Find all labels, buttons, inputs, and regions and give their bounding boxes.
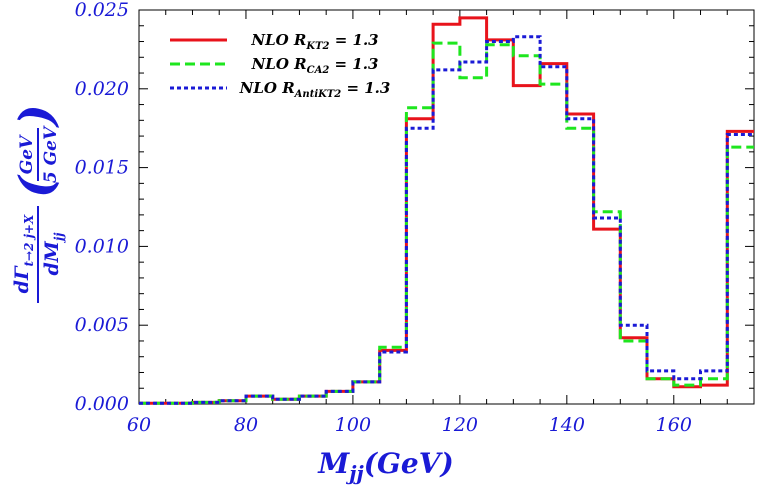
y-axis: 0.000 0.005 0.010 0.015 0.020 0.025 [75, 0, 754, 415]
y-tick-label: 0.020 [75, 78, 129, 100]
series-line-kt2 [139, 16, 754, 405]
y-title-paren-right: ) [9, 104, 63, 128]
x-tick-label: 60 [127, 414, 151, 436]
x-axis-title: Mjj(GeV) [317, 447, 453, 485]
x-axis: 60 80 100 120 140 160 [127, 10, 755, 436]
legend-label: NLO RAntiKT2 = 1.3 [239, 79, 391, 100]
series-line-ca2 [139, 41, 754, 405]
x-tick-label: 120 [442, 414, 478, 436]
svg-text:dΓt→2 j+X: dΓt→2 j+X [11, 214, 36, 293]
legend-label: NLO RKT2 = 1.3 [250, 31, 378, 52]
legend-label: NLO RCA2 = 1.3 [251, 55, 379, 76]
plot-frame [138, 9, 755, 405]
x-tick-label: 100 [335, 414, 371, 436]
y-title-paren-left: ( [9, 174, 63, 198]
y-tick-label: 0.025 [75, 0, 129, 21]
y-tick-label: 0.015 [75, 157, 129, 179]
x-tick-label: 140 [549, 414, 585, 436]
series-layer [139, 16, 754, 405]
svg-text:5 GeV: 5 GeV [41, 125, 61, 183]
svg-text:dMjj: dMjj [41, 232, 66, 276]
x-tick-label: 160 [656, 414, 692, 436]
y-axis-title: dΓt→2 j+X dMjj ( GeV 5 GeV ) [9, 104, 66, 303]
svg-text:GeV: GeV [17, 134, 37, 174]
series-line-antikt2 [139, 35, 754, 405]
legend: NLO RKT2 = 1.3 NLO RCA2 = 1.3 NLO RAntiKT2… [170, 31, 390, 100]
y-tick-label: 0.005 [75, 314, 129, 336]
y-tick-label: 0.010 [75, 235, 129, 257]
x-tick-label: 80 [234, 414, 258, 436]
y-tick-label: 0.000 [75, 393, 129, 415]
